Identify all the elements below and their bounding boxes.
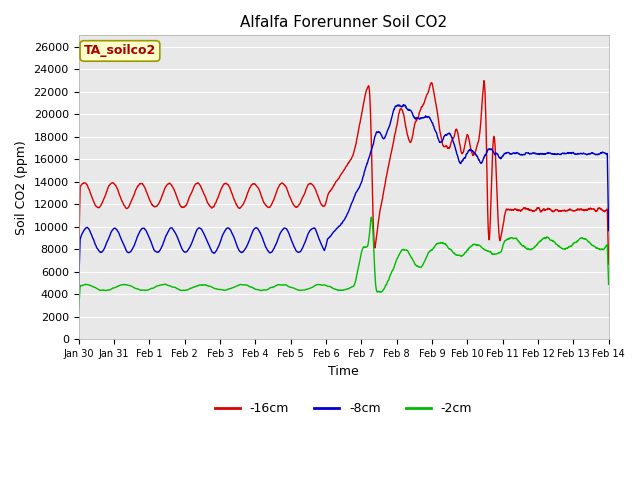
-8cm	[332, 226, 340, 232]
Line: -8cm: -8cm	[79, 105, 609, 291]
-8cm	[399, 102, 407, 108]
-16cm	[492, 170, 500, 176]
-8cm	[589, 151, 597, 156]
-8cm	[605, 228, 612, 234]
-2cm	[102, 288, 109, 293]
-8cm	[492, 150, 500, 156]
Y-axis label: Soil CO2 (ppm): Soil CO2 (ppm)	[15, 140, 28, 235]
Title: Alfalfa Forerunner Soil CO2: Alfalfa Forerunner Soil CO2	[240, 15, 447, 30]
-16cm	[605, 261, 612, 267]
-16cm	[589, 206, 597, 212]
-2cm	[605, 281, 612, 287]
-2cm	[332, 287, 340, 292]
-8cm	[102, 242, 109, 248]
-8cm	[318, 243, 326, 249]
-16cm	[332, 179, 340, 184]
-16cm	[102, 192, 109, 198]
-16cm	[480, 78, 488, 84]
-8cm	[589, 151, 597, 156]
-2cm	[75, 310, 83, 315]
-16cm	[75, 261, 83, 266]
-2cm	[589, 242, 597, 248]
-2cm	[589, 243, 597, 249]
-2cm	[492, 251, 500, 257]
Line: -2cm: -2cm	[79, 217, 609, 312]
-2cm	[367, 215, 375, 220]
-2cm	[318, 282, 326, 288]
Legend: -16cm, -8cm, -2cm: -16cm, -8cm, -2cm	[210, 397, 477, 420]
Text: TA_soilco2: TA_soilco2	[84, 45, 156, 58]
-16cm	[318, 203, 326, 209]
-8cm	[75, 288, 83, 294]
X-axis label: Time: Time	[328, 365, 359, 378]
Line: -16cm: -16cm	[79, 81, 609, 264]
-16cm	[589, 206, 597, 212]
